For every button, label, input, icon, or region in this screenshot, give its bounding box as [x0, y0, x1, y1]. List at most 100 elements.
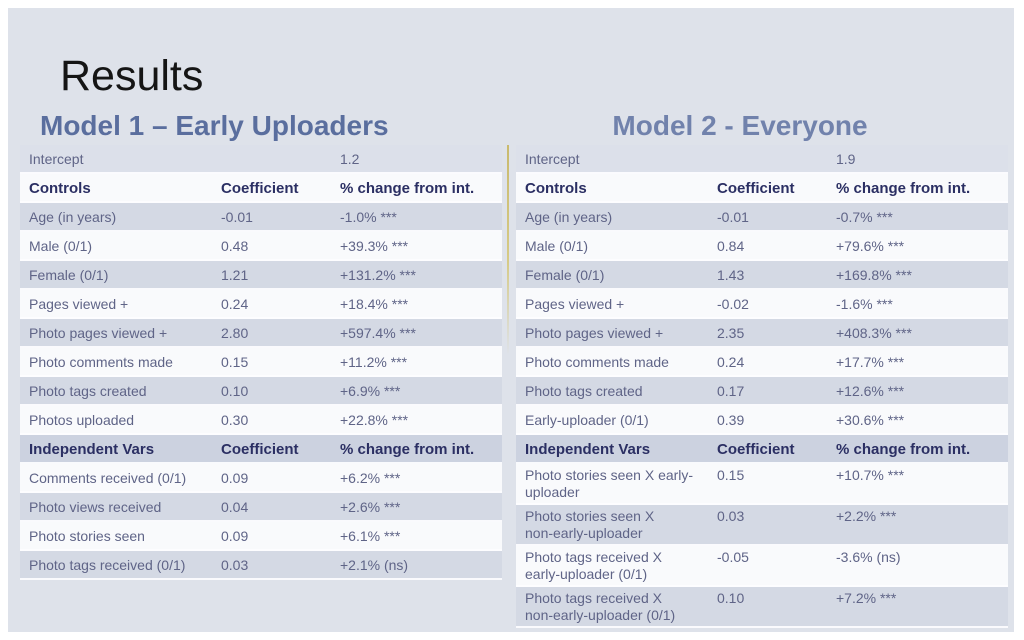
row-pct-change: +6.1% ***	[340, 528, 401, 544]
row-coefficient: Coefficient	[221, 180, 299, 197]
row-coefficient: 0.15	[717, 467, 745, 483]
row-label: Female (0/1)	[29, 267, 109, 283]
table-row: Photo tags created 0.17 +12.6% ***	[516, 377, 1008, 406]
model2-table: Intercept 1.9 Controls Coefficient % change …	[516, 145, 1008, 628]
row-pct-change: +11.2% ***	[340, 354, 408, 370]
row-coefficient: 1.43	[717, 267, 745, 283]
row-pct-change: +17.7% ***	[836, 354, 905, 370]
row-label: Photo views received	[29, 499, 162, 515]
row-pct-change: +6.9% ***	[340, 383, 401, 399]
table-header-row: Controls Coefficient % change from int.	[20, 174, 502, 203]
row-pct-change: % change from int.	[836, 180, 971, 197]
table-row: Female (0/1) 1.43 +169.8% ***	[516, 261, 1008, 290]
row-label: Photo stories seen	[29, 528, 145, 544]
row-label: Photo stories seen X early- uploader	[525, 467, 694, 500]
row-label: Photos uploaded	[29, 412, 135, 428]
row-pct-change: +79.6% ***	[836, 238, 905, 254]
row-label: Photo pages viewed +	[29, 325, 168, 341]
table-row: Photo tags created 0.10 +6.9% ***	[20, 377, 502, 406]
table-row: Photo tags received (0/1) 0.03 +2.1% (ns)	[20, 551, 502, 580]
row-pct-change: +2.6% ***	[340, 499, 401, 515]
row-pct-change: +30.6% ***	[836, 412, 905, 428]
table-row: Photo views received 0.04 +2.6% ***	[20, 493, 502, 522]
row-pct-change: +131.2% ***	[340, 267, 416, 283]
model1-table: Intercept 1.2 Controls Coefficient % change …	[20, 145, 502, 580]
row-pct-change: +408.3% ***	[836, 325, 912, 341]
row-coefficient: 0.03	[717, 508, 745, 524]
table-row: Early-uploader (0/1) 0.39 +30.6% ***	[516, 406, 1008, 435]
table-row: Age (in years) -0.01 -1.0% ***	[20, 203, 502, 232]
table-row: Pages viewed + 0.24 +18.4% ***	[20, 290, 502, 319]
table-row: Photo stories seen X non-early-uploader 0…	[516, 505, 1008, 546]
row-coefficient: 0.10	[717, 590, 745, 606]
table-header-row: Independent Vars Coefficient % change from…	[20, 435, 502, 464]
row-label: Photo tags received X early-uploader (0/…	[525, 549, 662, 582]
row-label: Photo tags received (0/1)	[29, 557, 186, 573]
row-pct-change: +2.2% ***	[836, 508, 897, 524]
table-row: Male (0/1) 0.84 +79.6% ***	[516, 232, 1008, 261]
table-row: Photo stories seen 0.09 +6.1% ***	[20, 522, 502, 551]
table-row: Photo stories seen X early- uploader 0.15…	[516, 464, 1008, 505]
row-pct-change: -1.0% ***	[340, 209, 397, 225]
row-pct-change: +169.8% ***	[836, 267, 912, 283]
row-label: Early-uploader (0/1)	[525, 412, 649, 428]
row-pct-change: +10.7% ***	[836, 467, 905, 483]
table-row: Pages viewed + -0.02 -1.6% ***	[516, 290, 1008, 319]
row-pct-change: +18.4% ***	[340, 296, 409, 312]
row-coefficient: 0.39	[717, 412, 745, 428]
row-label: Age (in years)	[29, 209, 117, 225]
row-label: Pages viewed +	[29, 296, 129, 312]
table-row: Photo pages viewed + 2.80 +597.4% ***	[20, 319, 502, 348]
row-label: Comments received (0/1)	[29, 470, 187, 486]
row-label: Photo comments made	[29, 354, 173, 370]
row-pct-change: -3.6% (ns)	[836, 549, 901, 565]
row-coefficient: 0.24	[717, 354, 745, 370]
row-coefficient: 0.04	[221, 499, 249, 515]
row-pct-change: +39.3% ***	[340, 238, 409, 254]
row-label: Photo comments made	[525, 354, 669, 370]
model2-heading: Model 2 - Everyone	[612, 110, 868, 141]
model1-heading: Model 1 – Early Uploaders	[40, 110, 389, 141]
table-row: Intercept 1.2	[20, 145, 502, 174]
row-label: Independent Vars	[525, 441, 651, 458]
row-coefficient: 0.09	[221, 528, 249, 544]
table-row: Intercept 1.9	[516, 145, 1008, 174]
row-label: Controls	[29, 180, 91, 197]
row-coefficient: -0.01	[221, 209, 253, 225]
row-label: Photo stories seen X non-early-uploader	[525, 508, 655, 541]
row-pct-change: +7.2% ***	[836, 590, 897, 606]
row-label: Photo tags received X non-early-uploader…	[525, 590, 676, 623]
gold-divider	[507, 145, 509, 355]
row-coefficient: 0.15	[221, 354, 249, 370]
row-label: Male (0/1)	[525, 238, 589, 254]
row-pct-change: 1.2	[340, 151, 360, 167]
row-pct-change: % change from int.	[836, 441, 971, 458]
row-coefficient: 0.84	[717, 238, 745, 254]
row-label: Intercept	[525, 151, 580, 167]
row-pct-change: 1.9	[836, 151, 856, 167]
table-row: Photo pages viewed + 2.35 +408.3% ***	[516, 319, 1008, 348]
row-coefficient: 0.17	[717, 383, 745, 399]
row-pct-change: +597.4% ***	[340, 325, 416, 341]
table-row: Photo comments made 0.24 +17.7% ***	[516, 348, 1008, 377]
row-label: Intercept	[29, 151, 84, 167]
row-coefficient: -0.01	[717, 209, 749, 225]
slide: Results Model 1 – Early Uploaders Model …	[8, 8, 1014, 632]
row-label: Independent Vars	[29, 441, 155, 458]
row-pct-change: +6.2% ***	[340, 470, 401, 486]
row-coefficient: 1.21	[221, 267, 249, 283]
row-coefficient: Coefficient	[717, 180, 795, 197]
row-pct-change: -0.7% ***	[836, 209, 893, 225]
row-coefficient: Coefficient	[221, 441, 299, 458]
row-pct-change: -1.6% ***	[836, 296, 893, 312]
row-pct-change: % change from int.	[340, 180, 475, 197]
row-pct-change: +2.1% (ns)	[340, 557, 409, 573]
row-label: Male (0/1)	[29, 238, 93, 254]
row-label: Photo tags created	[29, 383, 147, 399]
row-coefficient: 0.48	[221, 238, 249, 254]
row-coefficient: 0.03	[221, 557, 249, 573]
row-label: Photo tags created	[525, 383, 643, 399]
table-row: Age (in years) -0.01 -0.7% ***	[516, 203, 1008, 232]
table-header-row: Independent Vars Coefficient % change from…	[516, 435, 1008, 464]
